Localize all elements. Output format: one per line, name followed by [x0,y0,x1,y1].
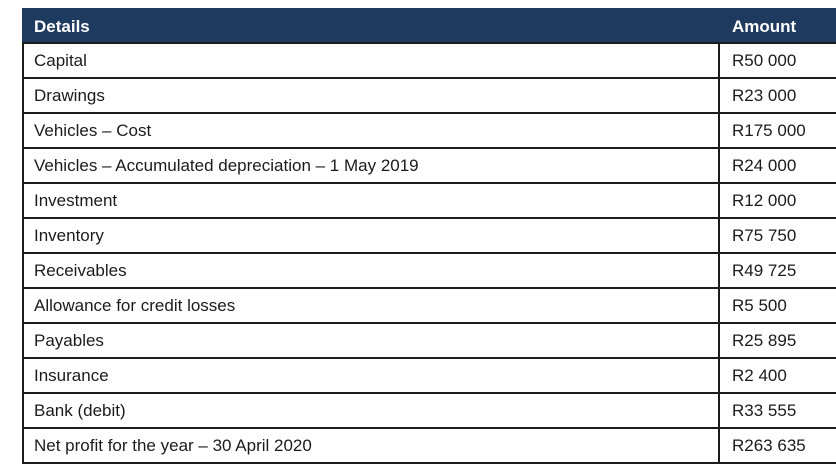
table-header-row: Details Amount [22,8,836,44]
row-amount-cell: R50 000 [718,42,836,79]
row-amount-cell: R263 635 [718,427,836,464]
trial-balance-table: Details Amount Capital R50 000 Drawings … [22,8,836,464]
table-row: Allowance for credit losses R5 500 [22,287,836,324]
row-details-cell: Vehicles – Accumulated depreciation – 1 … [22,147,720,184]
row-details-cell: Investment [22,182,720,219]
table-row: Vehicles – Cost R175 000 [22,112,836,149]
row-details-cell: Net profit for the year – 30 April 2020 [22,427,720,464]
row-details-cell: Receivables [22,252,720,289]
row-amount-cell: R75 750 [718,217,836,254]
table-row: Inventory R75 750 [22,217,836,254]
table-body: Capital R50 000 Drawings R23 000 Vehicle… [22,42,836,464]
table-row: Vehicles – Accumulated depreciation – 1 … [22,147,836,184]
row-amount-cell: R12 000 [718,182,836,219]
header-cell-amount: Amount [718,8,836,44]
row-amount-cell: R23 000 [718,77,836,114]
table-row: Investment R12 000 [22,182,836,219]
row-amount-cell: R49 725 [718,252,836,289]
table-row: Receivables R49 725 [22,252,836,289]
row-details-cell: Drawings [22,77,720,114]
row-details-cell: Payables [22,322,720,359]
table-row: Drawings R23 000 [22,77,836,114]
table-row: Payables R25 895 [22,322,836,359]
table-row: Insurance R2 400 [22,357,836,394]
row-amount-cell: R2 400 [718,357,836,394]
row-details-cell: Bank (debit) [22,392,720,429]
row-amount-cell: R175 000 [718,112,836,149]
row-details-cell: Vehicles – Cost [22,112,720,149]
row-amount-cell: R33 555 [718,392,836,429]
table-row: Bank (debit) R33 555 [22,392,836,429]
header-cell-details: Details [22,8,720,44]
row-amount-cell: R25 895 [718,322,836,359]
table-row: Capital R50 000 [22,42,836,79]
row-details-cell: Capital [22,42,720,79]
row-amount-cell: R24 000 [718,147,836,184]
table-row: Net profit for the year – 30 April 2020 … [22,427,836,464]
row-details-cell: Allowance for credit losses [22,287,720,324]
row-amount-cell: R5 500 [718,287,836,324]
row-details-cell: Insurance [22,357,720,394]
row-details-cell: Inventory [22,217,720,254]
